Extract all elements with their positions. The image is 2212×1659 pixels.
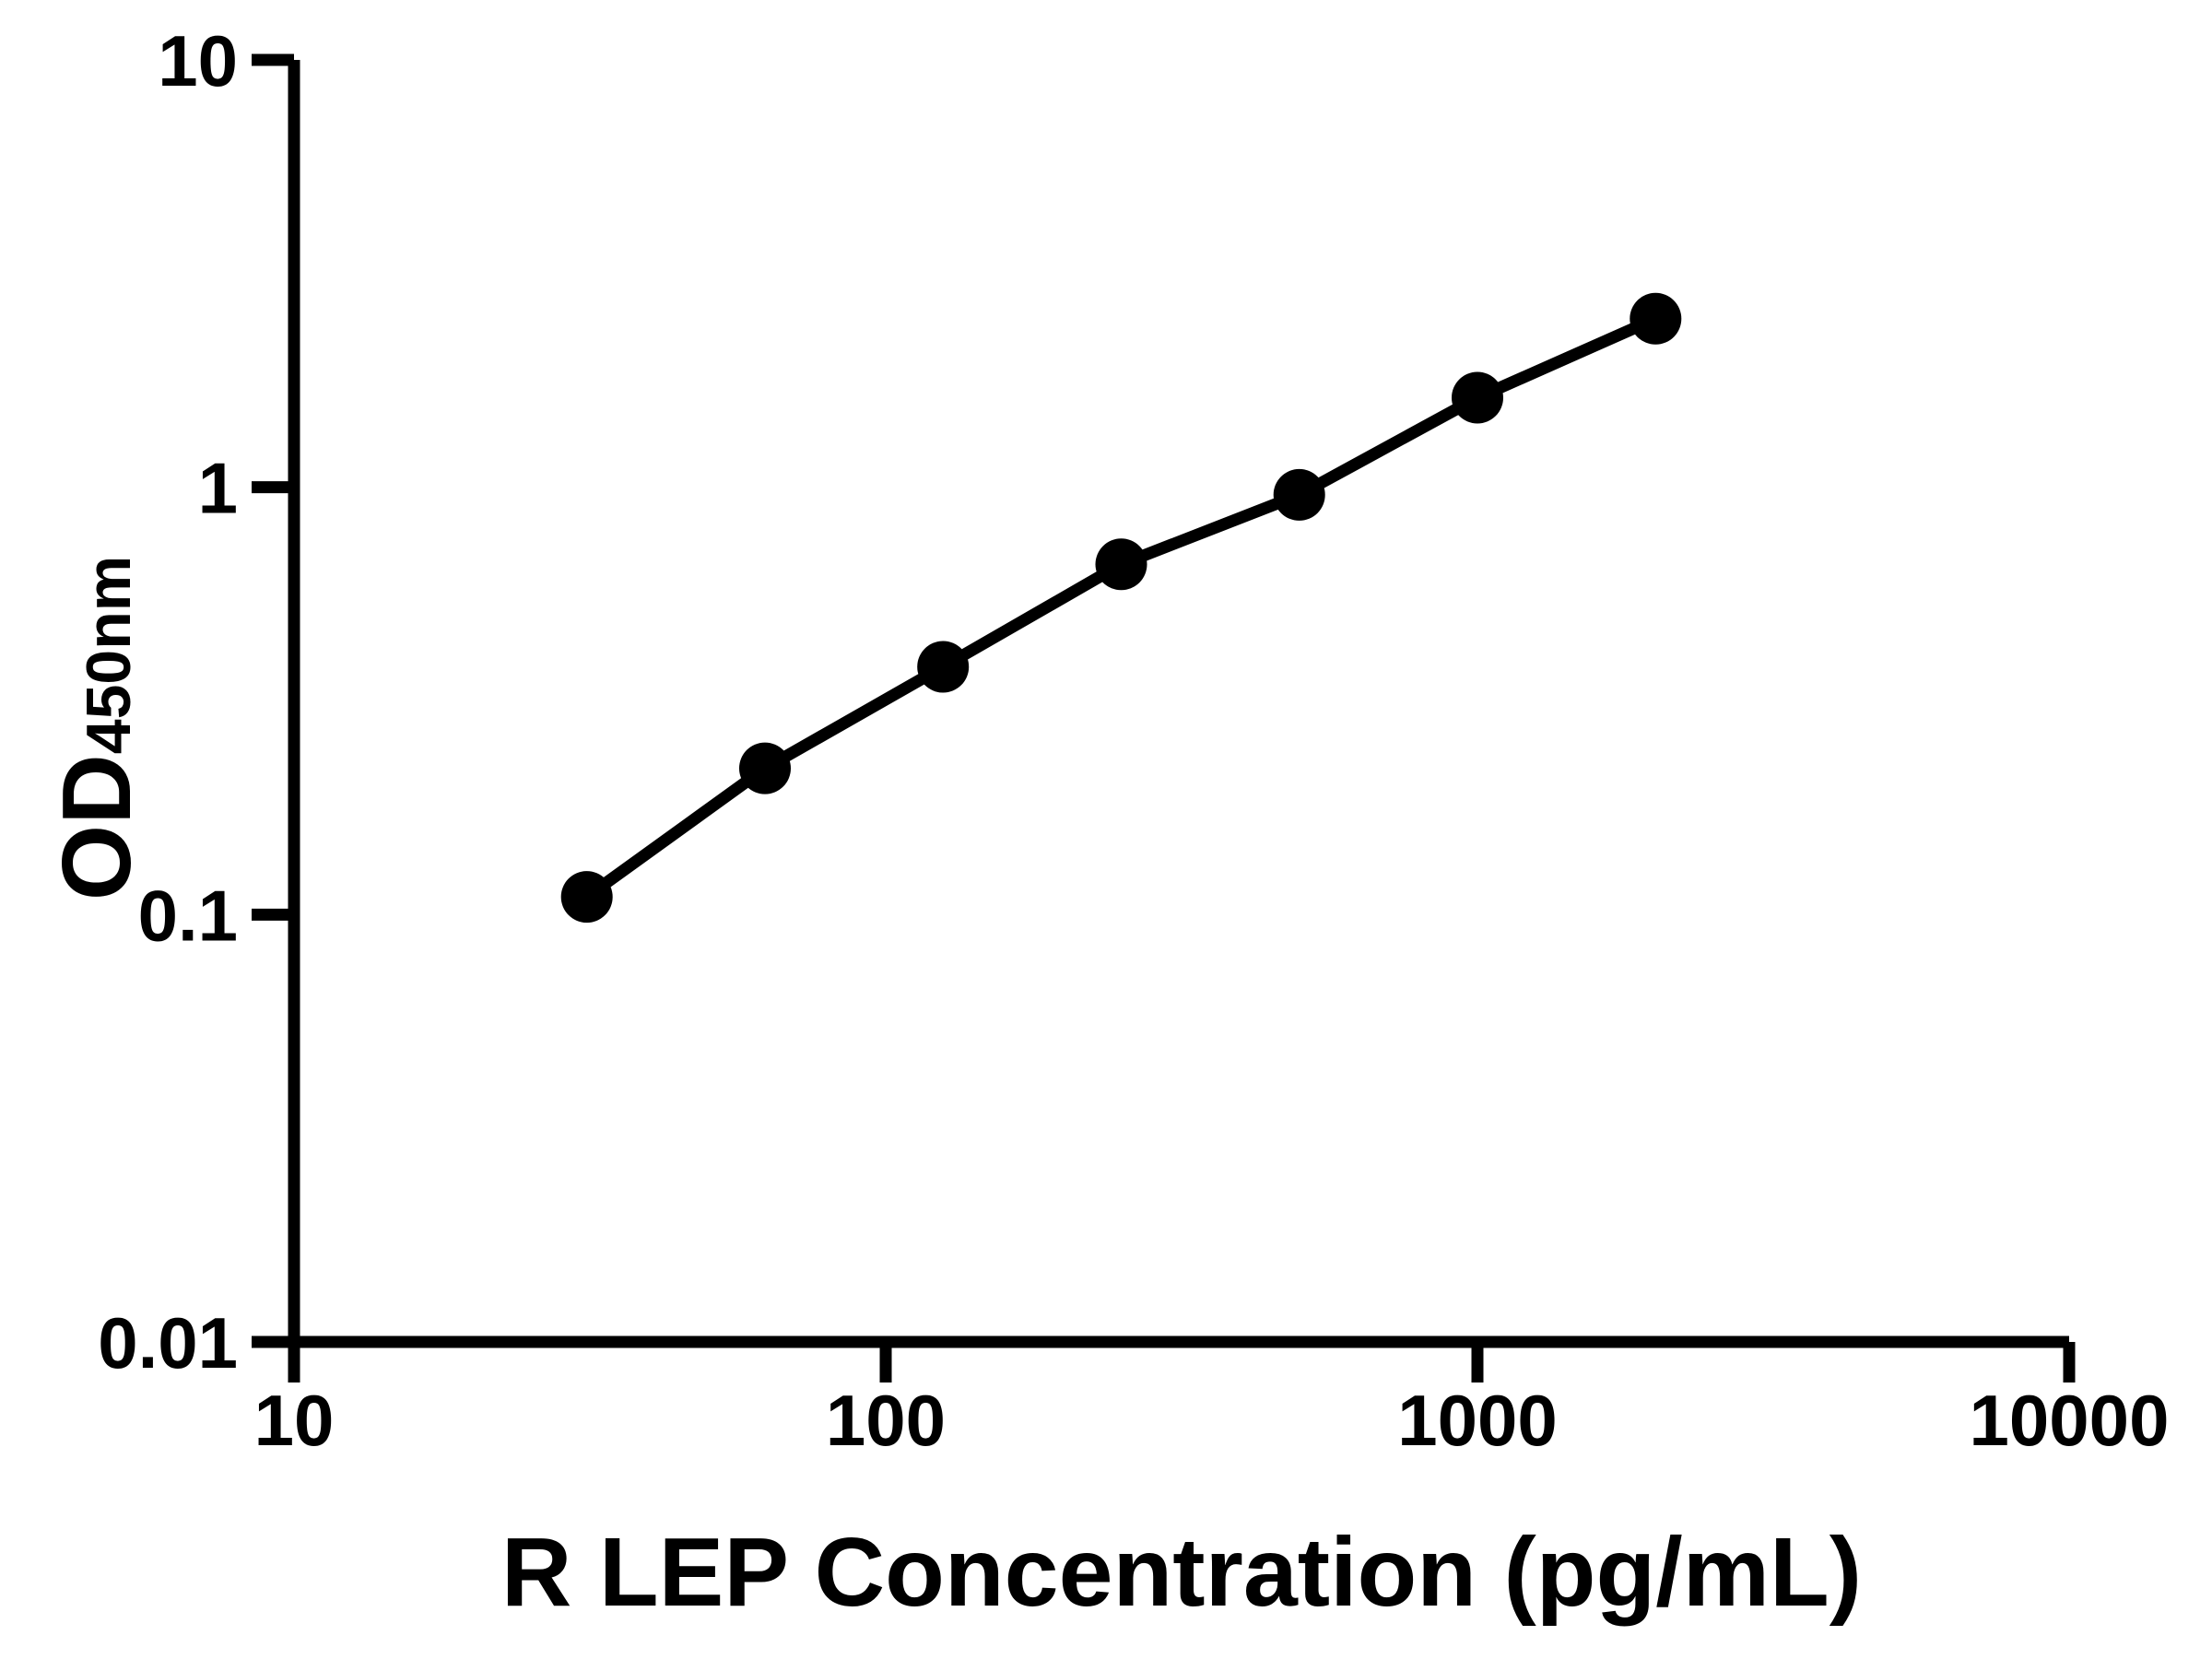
data-point-marker (1273, 468, 1325, 521)
data-point-marker (1095, 538, 1147, 591)
y-axis-title-subscript: 450nm (74, 555, 144, 755)
y-axis-ticks (252, 53, 294, 1348)
data-point-marker (1452, 371, 1503, 424)
x-axis-ticks (288, 1342, 2076, 1382)
x-tick-label: 10000 (1970, 1380, 2170, 1461)
y-tick-label: 10 (158, 20, 238, 101)
y-tick-label: 1 (198, 448, 238, 529)
x-tick-label: 100 (826, 1380, 946, 1461)
x-axis-title: R LEP Concentration (pg/mL) (501, 1518, 1862, 1627)
data-points (560, 292, 1682, 924)
data-point-marker (739, 742, 791, 794)
x-tick-label: 1000 (1397, 1380, 1558, 1461)
y-tick-label: 0.01 (98, 1302, 238, 1383)
y-axis-title-main: OD (42, 754, 151, 901)
axis-line (288, 60, 2069, 1348)
y-axis-title: OD450nm (42, 555, 151, 900)
y-tick-label: 0.1 (138, 875, 238, 956)
x-tick-label: 10 (254, 1380, 335, 1461)
data-point-marker (917, 641, 970, 693)
axes (288, 60, 2069, 1348)
data-point-marker (1630, 292, 1682, 345)
y-axis-tick-labels: 10 1 0.1 0.01 (98, 20, 238, 1383)
x-axis-tick-labels: 10 100 1000 10000 (254, 1380, 2170, 1461)
data-point-marker (560, 871, 613, 924)
